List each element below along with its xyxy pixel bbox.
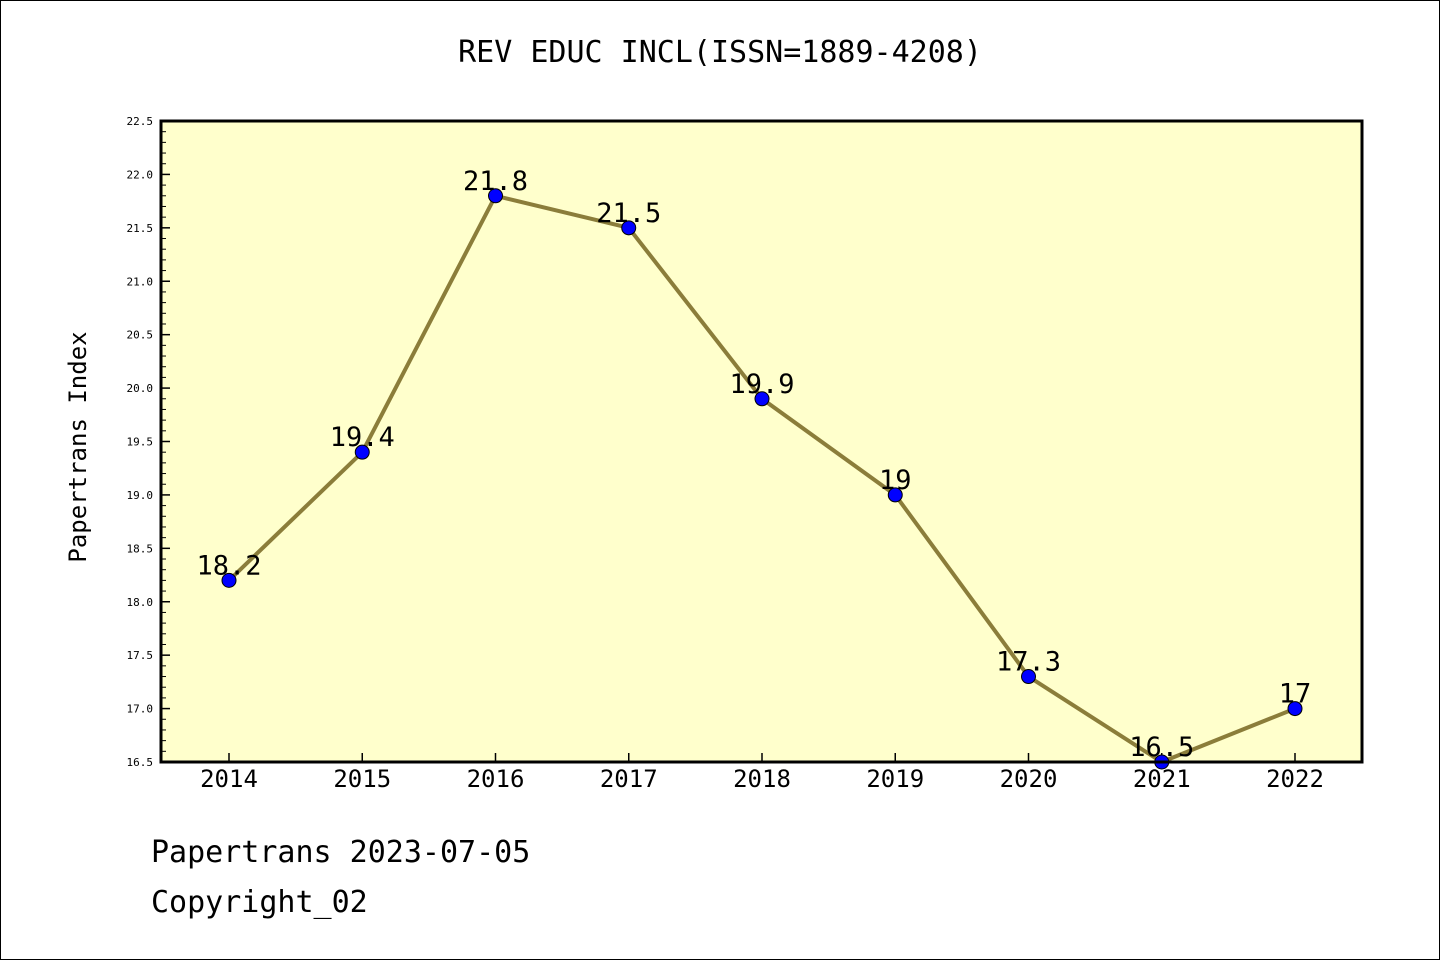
y-tick-label: 19.0	[127, 489, 154, 502]
y-tick-label: 21.0	[127, 275, 154, 288]
x-tick-label: 2015	[333, 765, 391, 793]
y-tick-label: 17.0	[127, 703, 154, 716]
y-tick-label: 19.5	[127, 436, 154, 449]
chart-title: REV EDUC INCL(ISSN=1889-4208)	[458, 35, 982, 70]
y-tick-label: 20.5	[127, 329, 154, 342]
footer-date-line: Papertrans 2023-07-05	[151, 835, 531, 870]
y-tick-label: 18.0	[127, 596, 154, 609]
data-point	[221, 572, 237, 588]
x-tick-label: 2018	[733, 765, 791, 793]
data-point	[887, 487, 903, 503]
data-point	[354, 444, 370, 460]
y-tick-label: 18.5	[127, 542, 154, 555]
y-tick-label: 20.0	[127, 382, 154, 395]
y-tick-label: 21.5	[127, 222, 154, 235]
data-label: 17	[1279, 679, 1312, 710]
data-point	[621, 220, 637, 236]
y-tick-label: 22.5	[127, 115, 154, 128]
data-label: 19.4	[330, 422, 395, 453]
data-point	[488, 188, 503, 204]
x-tick-label: 2022	[1266, 765, 1324, 793]
data-label: 16.5	[1129, 732, 1194, 763]
footer-copyright: Copyright_02	[151, 885, 368, 920]
data-point	[1287, 701, 1303, 717]
x-tick-label: 2019	[866, 765, 924, 793]
x-tick-label: 2021	[1133, 765, 1191, 793]
data-label: 18.2	[196, 550, 261, 581]
plot-area	[161, 121, 1362, 762]
y-axis-label: Papertrans Index	[64, 331, 92, 562]
plot-border	[159, 119, 1364, 764]
y-tick-label: 22.0	[127, 168, 154, 181]
data-label: 19	[879, 465, 912, 496]
x-tick-label: 2020	[1000, 765, 1058, 793]
data-label: 21.5	[596, 198, 661, 229]
y-tick-label: 17.5	[127, 649, 154, 662]
x-tick-label: 2014	[200, 765, 258, 793]
x-tick-label: 2016	[467, 765, 525, 793]
data-label: 17.3	[996, 647, 1061, 678]
data-point	[754, 391, 770, 407]
data-point	[1021, 669, 1036, 685]
x-tick-label: 2017	[600, 765, 658, 793]
data-label: 21.8	[463, 166, 528, 197]
data-label: 19.9	[729, 369, 794, 400]
y-tick-label: 16.5	[127, 756, 154, 769]
